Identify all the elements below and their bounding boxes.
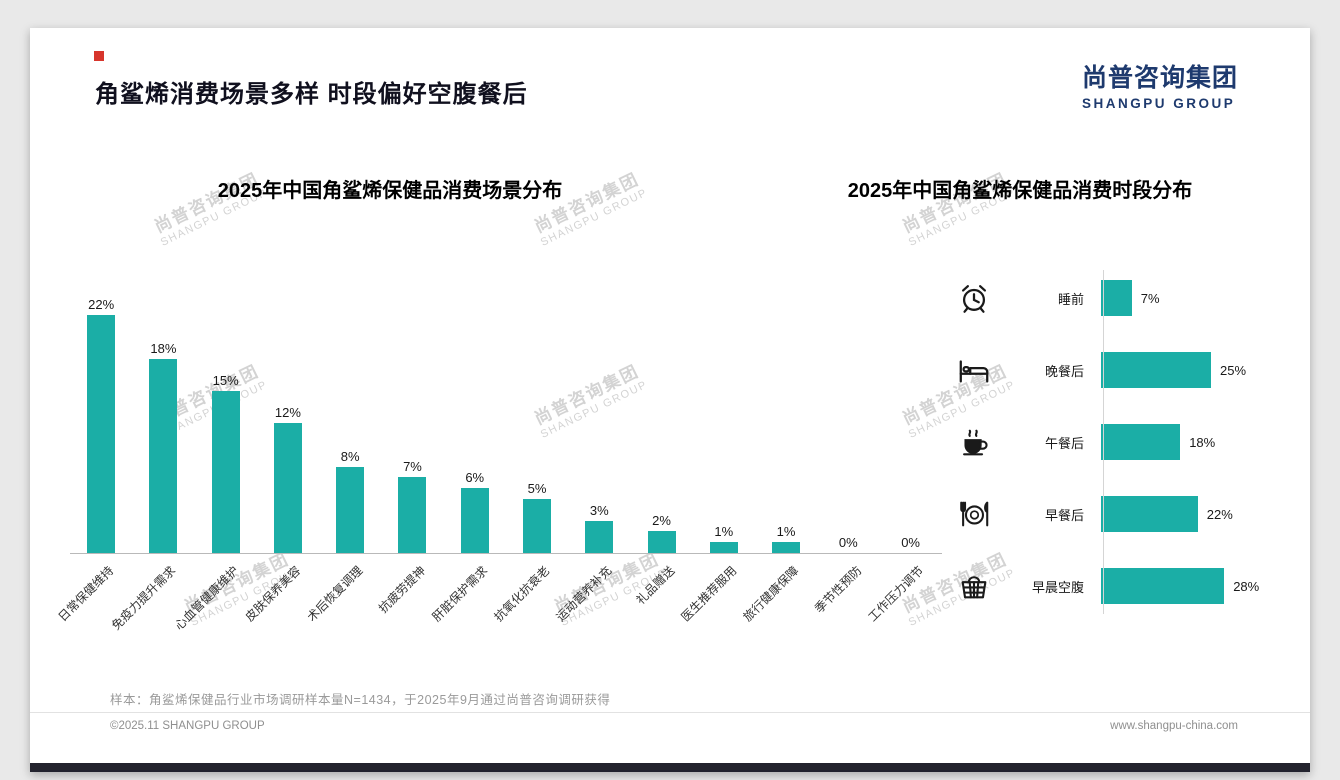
- bar-value-label: 25%: [1220, 362, 1247, 378]
- bar: [1101, 352, 1211, 388]
- bar-column: 12%: [257, 273, 319, 553]
- red-corner-mark: [94, 51, 104, 61]
- time-row: 午餐后 18%: [930, 406, 1302, 478]
- bar: [149, 358, 178, 553]
- bar: [398, 477, 427, 553]
- time-chart: 睡前 7% 晚餐后 25% 午餐后 18% 早餐后 22% 早晨空腹 28%: [930, 262, 1302, 622]
- bar-column: 8%: [319, 273, 381, 553]
- bar: [1101, 568, 1225, 604]
- bar-value-label: 5%: [527, 481, 547, 496]
- scene-chart-title: 2025年中国角鲨烯保健品消费场景分布: [217, 180, 563, 202]
- bar-value-label: 28%: [1233, 578, 1260, 594]
- bar: [273, 423, 302, 553]
- footer-divider: [30, 712, 1310, 713]
- bar-column: 7%: [381, 273, 443, 553]
- bar-column: 6%: [444, 273, 506, 553]
- scene-chart-plot: 22% 18% 15% 12% 8% 7% 6% 5% 3% 2% 1% 1% 0% 0%: [70, 273, 942, 554]
- time-label: 晚餐后: [1044, 363, 1084, 379]
- bar-value-label: 8%: [340, 448, 360, 464]
- basket-icon: [956, 568, 992, 604]
- category-label: 礼品赠送: [633, 563, 678, 608]
- category-label: 工作压力调节: [865, 563, 927, 625]
- company-logo: 尚普咨询集团 SHANGPU GROUP: [1082, 58, 1238, 111]
- time-chart-title: 2025年中国角鲨烯保健品消费时段分布: [847, 180, 1193, 202]
- bottom-accent-bar: [30, 763, 1310, 772]
- bar: [585, 520, 614, 553]
- bar-column: 22%: [70, 273, 132, 553]
- bar-value-label: 7%: [1140, 290, 1160, 306]
- category-label: 医生推荐服用: [678, 563, 740, 625]
- bar: [709, 542, 738, 553]
- time-row: 晚餐后 25%: [930, 334, 1302, 406]
- category-label: 免疫力提升需求: [109, 563, 179, 633]
- bar: [336, 466, 365, 553]
- bar: [772, 542, 801, 553]
- bar: [1101, 496, 1198, 532]
- bar: [647, 531, 676, 553]
- category-label: 皮肤保养美容: [242, 563, 304, 625]
- page-title: 角鲨烯消费场景多样 时段偏好空腹餐后: [95, 81, 528, 108]
- logo-chinese-name: 尚普咨询集团: [1081, 64, 1238, 92]
- bar-column: 1%: [693, 273, 755, 553]
- bar-value-label: 12%: [274, 405, 301, 421]
- scene-chart-categories: 日常保健维持 免疫力提升需求 心血管健康维护 皮肤保养美容 术后恢复调理 抗疲劳提神 肝脏保…: [56, 554, 942, 659]
- bar-value-label: 22%: [88, 297, 115, 313]
- bar: [87, 315, 116, 553]
- time-row: 早餐后 22%: [930, 478, 1302, 550]
- bar-column: 5%: [506, 273, 568, 553]
- bar-value-label: 18%: [150, 340, 177, 356]
- time-row: 睡前 7%: [930, 262, 1302, 334]
- bar: [522, 499, 551, 553]
- category-label: 运动营养补充: [553, 563, 615, 625]
- bar-value-label: 6%: [465, 470, 485, 486]
- category-label: 抗疲劳提神: [375, 563, 428, 616]
- bar-value-label: 0%: [901, 535, 920, 550]
- bar-value-label: 1%: [776, 524, 796, 540]
- time-chart-rows: 睡前 7% 晚餐后 25% 午餐后 18% 早餐后 22% 早晨空腹 28%: [930, 262, 1302, 622]
- time-label: 睡前: [1057, 291, 1084, 307]
- website-url: www.shangpu-china.com: [1110, 720, 1238, 732]
- time-row: 早晨空腹 28%: [930, 550, 1302, 622]
- category-label: 抗氧化抗衰老: [491, 563, 553, 625]
- slide: 尚普咨询集团 SHANGPU GROUP 尚普咨询集团 SHANGPU GROUP 尚普…: [30, 28, 1310, 772]
- bar-column: 18%: [132, 273, 194, 553]
- bar-column: 2%: [630, 273, 692, 553]
- category-label: 季节性预防: [811, 563, 864, 616]
- bar-value-label: 1%: [714, 524, 734, 540]
- bar: [211, 391, 240, 553]
- bar-column: 0%: [879, 273, 941, 553]
- bar: [460, 488, 489, 553]
- alarm-clock-icon: [956, 280, 992, 316]
- sample-note: 样本：角鲨烯保健品行业市场调研样本量N=1434，于2025年9月通过尚普咨询调…: [110, 693, 611, 707]
- coffee-cup-icon: [956, 424, 992, 460]
- bar: [1101, 280, 1132, 316]
- bar-value-label: 18%: [1189, 434, 1216, 450]
- category-label: 旅行健康保障: [740, 563, 802, 625]
- time-label: 早餐后: [1044, 507, 1084, 523]
- bed-icon: [956, 352, 992, 388]
- bar-value-label: 0%: [838, 535, 858, 550]
- plate-cutlery-icon: [956, 496, 992, 532]
- category-label: 肝脏保护需求: [429, 563, 491, 625]
- category-label: 心血管健康维护: [171, 563, 242, 633]
- time-chart-axis: [1103, 270, 1104, 614]
- bar-value-label: 3%: [589, 502, 609, 518]
- bar-value-label: 15%: [212, 373, 239, 388]
- copyright: ©2025.11 SHANGPU GROUP: [110, 720, 265, 732]
- time-label: 早晨空腹: [1031, 579, 1084, 595]
- category-label: 术后恢复调理: [304, 563, 366, 625]
- bar-column: 0%: [817, 273, 879, 553]
- bar-column: 1%: [755, 273, 817, 553]
- bar-column: 15%: [195, 273, 257, 553]
- bar-value-label: 2%: [652, 513, 671, 529]
- bar: [1101, 424, 1181, 460]
- bar-value-label: 22%: [1206, 506, 1233, 522]
- logo-english-name: SHANGPU GROUP: [1081, 96, 1236, 111]
- bar-value-label: 7%: [403, 459, 422, 475]
- category-label: 日常保健维持: [55, 563, 117, 625]
- time-label: 午餐后: [1044, 435, 1084, 451]
- bar-column: 3%: [568, 273, 630, 553]
